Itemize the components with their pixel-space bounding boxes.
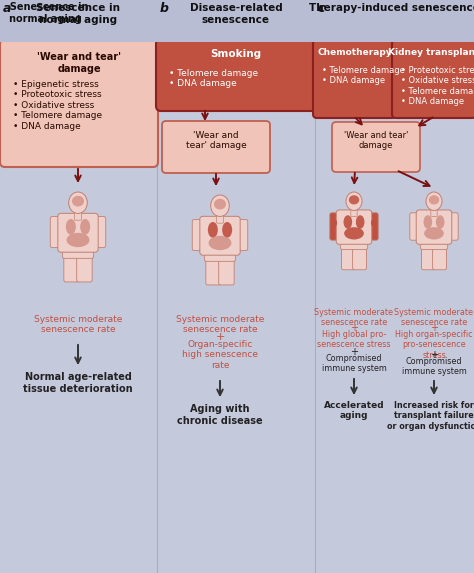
Ellipse shape bbox=[66, 219, 76, 235]
FancyBboxPatch shape bbox=[392, 40, 474, 118]
Text: Therapy-induced senescence: Therapy-induced senescence bbox=[309, 3, 474, 13]
Ellipse shape bbox=[436, 215, 445, 229]
Text: Smoking: Smoking bbox=[210, 49, 262, 59]
FancyBboxPatch shape bbox=[330, 213, 340, 240]
Ellipse shape bbox=[222, 222, 232, 238]
Text: a: a bbox=[3, 2, 11, 15]
FancyBboxPatch shape bbox=[200, 217, 240, 255]
FancyBboxPatch shape bbox=[157, 0, 315, 42]
FancyBboxPatch shape bbox=[50, 217, 62, 248]
Text: +: + bbox=[350, 347, 358, 357]
FancyBboxPatch shape bbox=[74, 213, 82, 220]
Ellipse shape bbox=[356, 215, 365, 229]
Text: 'Wear and tear'
damage: 'Wear and tear' damage bbox=[344, 131, 408, 150]
Text: Systemic moderate
senescence rate: Systemic moderate senescence rate bbox=[34, 315, 122, 335]
Text: 'Wear and
tear' damage: 'Wear and tear' damage bbox=[186, 131, 246, 150]
FancyBboxPatch shape bbox=[313, 40, 396, 118]
FancyBboxPatch shape bbox=[206, 254, 221, 285]
FancyBboxPatch shape bbox=[420, 240, 448, 249]
Ellipse shape bbox=[346, 192, 362, 210]
Ellipse shape bbox=[66, 233, 90, 247]
Text: Aging with
chronic disease: Aging with chronic disease bbox=[177, 404, 263, 426]
Text: Chemotherapy: Chemotherapy bbox=[317, 48, 392, 57]
Text: +: + bbox=[350, 323, 358, 333]
Text: Systemic moderate
senescence rate: Systemic moderate senescence rate bbox=[315, 308, 393, 327]
FancyBboxPatch shape bbox=[77, 251, 92, 282]
FancyBboxPatch shape bbox=[410, 213, 420, 240]
Text: • Proteotoxic stress
• Oxidative stress
• Telomere damage
• DNA damage: • Proteotoxic stress • Oxidative stress … bbox=[401, 66, 474, 106]
Text: Senescence in
normal aging: Senescence in normal aging bbox=[36, 3, 120, 25]
FancyBboxPatch shape bbox=[156, 39, 316, 111]
FancyBboxPatch shape bbox=[431, 210, 437, 217]
FancyBboxPatch shape bbox=[340, 240, 368, 249]
Ellipse shape bbox=[426, 192, 442, 210]
FancyBboxPatch shape bbox=[219, 254, 234, 285]
FancyBboxPatch shape bbox=[433, 242, 447, 270]
Text: 'Wear and tear'
damage: 'Wear and tear' damage bbox=[37, 52, 121, 73]
FancyBboxPatch shape bbox=[162, 121, 270, 173]
FancyBboxPatch shape bbox=[217, 215, 224, 223]
Ellipse shape bbox=[69, 192, 87, 214]
Text: • Telomere damage
• DNA damage: • Telomere damage • DNA damage bbox=[322, 66, 405, 85]
Text: Disease-related
senescence: Disease-related senescence bbox=[190, 3, 283, 25]
Ellipse shape bbox=[214, 199, 226, 210]
FancyBboxPatch shape bbox=[351, 210, 357, 217]
Text: b: b bbox=[160, 2, 169, 15]
Text: Compromised
immune system: Compromised immune system bbox=[321, 354, 386, 374]
FancyBboxPatch shape bbox=[237, 219, 248, 250]
FancyBboxPatch shape bbox=[64, 251, 79, 282]
Text: Systemic moderate
senescence rate: Systemic moderate senescence rate bbox=[176, 315, 264, 335]
Ellipse shape bbox=[208, 222, 218, 238]
FancyBboxPatch shape bbox=[315, 0, 474, 42]
Text: Increased risk for
transplant failure
or organ dysfunction: Increased risk for transplant failure or… bbox=[387, 401, 474, 431]
Text: Systemic moderate
senescence rate: Systemic moderate senescence rate bbox=[394, 308, 474, 327]
Text: Normal age-related
tissue deterioration: Normal age-related tissue deterioration bbox=[23, 372, 133, 394]
Text: Organ-specific
high senescence
rate: Organ-specific high senescence rate bbox=[182, 340, 258, 370]
Text: Accelerated
aging: Accelerated aging bbox=[324, 401, 384, 421]
FancyBboxPatch shape bbox=[448, 213, 458, 240]
FancyBboxPatch shape bbox=[336, 210, 372, 244]
Ellipse shape bbox=[371, 219, 375, 226]
Ellipse shape bbox=[80, 219, 90, 235]
FancyBboxPatch shape bbox=[95, 217, 106, 248]
Text: • Telomere damage
• DNA damage: • Telomere damage • DNA damage bbox=[169, 69, 258, 88]
Text: Compromised
immune system: Compromised immune system bbox=[401, 357, 466, 376]
Ellipse shape bbox=[424, 227, 444, 240]
Text: Kidney transplant: Kidney transplant bbox=[388, 48, 474, 57]
Ellipse shape bbox=[429, 195, 439, 205]
FancyBboxPatch shape bbox=[63, 247, 93, 258]
FancyBboxPatch shape bbox=[368, 213, 378, 240]
Text: +: + bbox=[215, 332, 225, 342]
FancyBboxPatch shape bbox=[332, 122, 420, 172]
Ellipse shape bbox=[344, 227, 364, 240]
Text: +: + bbox=[430, 323, 438, 333]
Text: High global pro-
senescence stress: High global pro- senescence stress bbox=[317, 330, 391, 350]
FancyBboxPatch shape bbox=[353, 242, 366, 270]
FancyBboxPatch shape bbox=[421, 242, 436, 270]
FancyBboxPatch shape bbox=[342, 242, 356, 270]
FancyBboxPatch shape bbox=[58, 213, 98, 252]
FancyBboxPatch shape bbox=[416, 210, 452, 244]
Ellipse shape bbox=[344, 215, 352, 229]
FancyBboxPatch shape bbox=[192, 219, 203, 250]
Text: • Epigenetic stress
• Proteotoxic stress
• Oxidative stress
• Telomere damage
• : • Epigenetic stress • Proteotoxic stress… bbox=[13, 80, 102, 131]
Text: +: + bbox=[430, 350, 438, 360]
FancyBboxPatch shape bbox=[204, 250, 236, 261]
Ellipse shape bbox=[349, 195, 359, 205]
Ellipse shape bbox=[211, 195, 229, 217]
FancyBboxPatch shape bbox=[0, 39, 158, 167]
Ellipse shape bbox=[72, 196, 84, 206]
Ellipse shape bbox=[209, 236, 231, 250]
Text: c: c bbox=[318, 2, 325, 15]
Text: High organ-specific
pro-senescence
stress: High organ-specific pro-senescence stres… bbox=[395, 330, 473, 360]
FancyBboxPatch shape bbox=[0, 0, 157, 42]
Text: Senescence in
normal aging: Senescence in normal aging bbox=[3, 2, 89, 23]
Ellipse shape bbox=[424, 215, 432, 229]
Ellipse shape bbox=[333, 219, 337, 226]
